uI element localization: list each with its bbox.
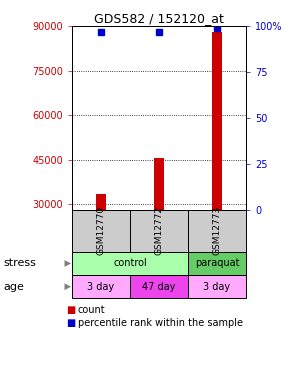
Text: GSM12773: GSM12773 [212, 206, 221, 255]
Title: GDS582 / 152120_at: GDS582 / 152120_at [94, 12, 224, 25]
Text: percentile rank within the sample: percentile rank within the sample [78, 318, 243, 328]
Text: 47 day: 47 day [142, 282, 176, 292]
Text: GSM12770: GSM12770 [97, 206, 106, 255]
Text: GSM12772: GSM12772 [154, 206, 164, 255]
Text: ■: ■ [66, 305, 75, 315]
Bar [212, 32, 222, 210]
Text: age: age [3, 282, 24, 292]
Text: count: count [78, 305, 106, 315]
Text: stress: stress [3, 258, 36, 268]
Text: paraquat: paraquat [195, 258, 239, 268]
Text: ■: ■ [66, 318, 75, 328]
Text: 3 day: 3 day [87, 282, 115, 292]
Bar [96, 194, 106, 210]
Bar [154, 158, 164, 210]
Text: control: control [113, 258, 147, 268]
Text: 3 day: 3 day [203, 282, 231, 292]
